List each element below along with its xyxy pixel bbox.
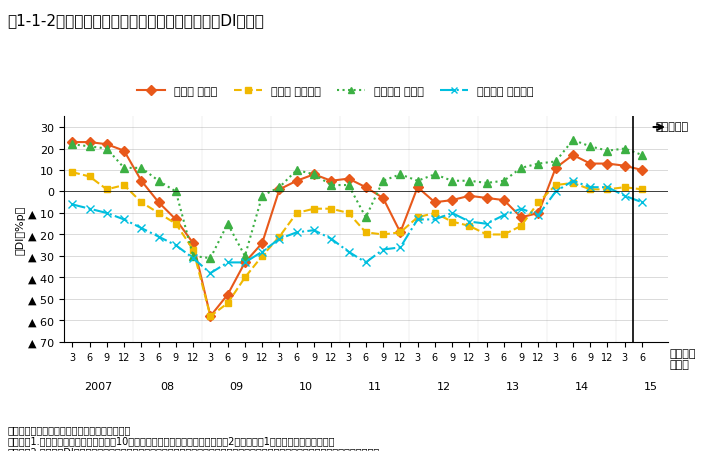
Text: 第1-1-2図　業種別・企業規模別に見た業況判断DIの推移: 第1-1-2図 業種別・企業規模別に見た業況判断DIの推移 [7, 14, 264, 28]
Text: （注）　1.ここでいう大企業とは資本金10億円以上の企業、中小企業とは資本金2千万円以上1億円未満の企業をいう。: （注） 1.ここでいう大企業とは資本金10億円以上の企業、中小企業とは資本金2千… [7, 435, 335, 445]
Text: 2007: 2007 [84, 381, 112, 391]
Text: （月期）: （月期） [670, 349, 696, 359]
Text: 15: 15 [643, 381, 658, 391]
Text: （年）: （年） [670, 359, 690, 369]
Text: 資料：日本銀行「全国企業短期経済観測調査」: 資料：日本銀行「全国企業短期経済観測調査」 [7, 424, 131, 434]
Text: 14: 14 [574, 381, 589, 391]
Text: 08: 08 [160, 381, 174, 391]
Text: 10: 10 [299, 381, 312, 391]
Y-axis label: （DI、%p）: （DI、%p） [15, 205, 25, 254]
Text: 09: 09 [229, 381, 243, 391]
Text: （見通し）: （見通し） [656, 121, 689, 131]
Text: 12: 12 [437, 381, 451, 391]
Text: 11: 11 [368, 381, 381, 391]
Text: 13: 13 [506, 381, 520, 391]
Legend: 製造業 大企業, 製造業 中小企業, 非製造業 大企業, 非製造業 中小企業: 製造業 大企業, 製造業 中小企業, 非製造業 大企業, 非製造業 中小企業 [133, 82, 538, 101]
Text: 2.業況判断DIは、最近の業況について「良い」と答えた企業の割合（％）から「悪い」と答えた企業の割合（％）を引いたもの。: 2.業況判断DIは、最近の業況について「良い」と答えた企業の割合（％）から「悪い… [7, 446, 380, 451]
